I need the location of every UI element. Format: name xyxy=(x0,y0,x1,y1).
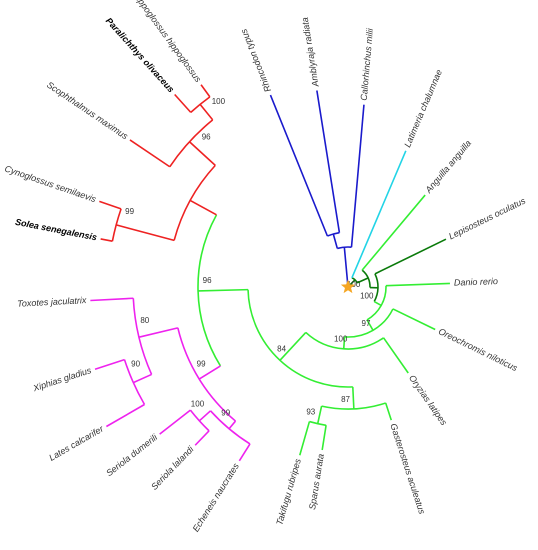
bootstrap-value: 100 xyxy=(212,97,226,106)
species-label: Anguilla anguilla xyxy=(423,138,473,195)
species-label: Latimeria chalumnae xyxy=(402,68,444,149)
branch xyxy=(366,319,374,331)
species-label: Scophthalmus maximus xyxy=(45,80,130,142)
branch xyxy=(374,238,447,275)
branch xyxy=(356,277,369,284)
species-label: Xiphias gladius xyxy=(31,365,93,394)
branch-arc xyxy=(169,119,214,168)
branch xyxy=(350,104,365,248)
branch xyxy=(105,403,145,428)
branch xyxy=(343,247,349,285)
bootstrap-value: 100 xyxy=(191,400,205,409)
species-label: Lates calcarifer xyxy=(47,423,106,463)
branch-arc xyxy=(351,277,358,284)
branch xyxy=(298,421,311,456)
branch xyxy=(385,282,450,287)
branch xyxy=(132,373,152,384)
bootstrap-value: 87 xyxy=(341,395,350,404)
root-star xyxy=(340,279,356,294)
branch-arc xyxy=(366,285,387,321)
branch-arc xyxy=(189,409,210,432)
species-label: Amblyraja radiata xyxy=(300,17,321,89)
bootstrap-value: 100 xyxy=(334,335,348,344)
branch-arc xyxy=(177,327,237,422)
branch xyxy=(321,425,327,451)
branch-arc xyxy=(361,269,371,288)
species-label: Cynoglossus semilaevis xyxy=(3,163,98,204)
bootstrap-value: 99 xyxy=(125,207,134,216)
branch xyxy=(316,405,323,424)
branch xyxy=(138,327,179,338)
branch xyxy=(373,300,382,307)
species-label: Danio rerio xyxy=(454,276,498,288)
branch xyxy=(279,331,307,361)
species-label: Rhincodon typus xyxy=(238,27,273,93)
branch xyxy=(99,200,122,210)
species-label: Gasterosteus aculeatus xyxy=(388,422,427,515)
branch xyxy=(194,430,210,446)
branch xyxy=(238,443,251,462)
bootstrap-value: 100 xyxy=(360,291,374,300)
species-label: Hippoglossus hippoglossus xyxy=(131,0,203,84)
branch xyxy=(269,94,329,237)
species-label: Toxotes jaculatrix xyxy=(17,295,87,309)
branch xyxy=(384,402,393,421)
branch xyxy=(159,409,191,435)
species-label: Echeneis naucrates xyxy=(191,461,242,534)
branch xyxy=(361,194,426,271)
branch-arc xyxy=(373,273,379,302)
branch-arc xyxy=(344,308,394,338)
branch xyxy=(198,365,221,380)
branch xyxy=(199,103,214,121)
species-label: Seriola dumerili xyxy=(104,432,160,479)
species-label: Lepisosteus oculatus xyxy=(447,195,527,241)
branch xyxy=(382,337,409,374)
branch xyxy=(349,279,356,286)
species-label: Oryzias latipes xyxy=(407,373,449,427)
species-label: Sparus aurata xyxy=(307,453,326,510)
branch xyxy=(332,233,339,249)
bootstrap-value: 100 xyxy=(347,280,361,289)
branch xyxy=(94,358,125,370)
bootstrap-value: 93 xyxy=(306,408,315,417)
bootstrap-value: 97 xyxy=(362,319,371,328)
branch xyxy=(115,224,175,242)
bootstrap-value: 99 xyxy=(197,359,206,368)
branch-arc xyxy=(209,410,251,445)
branch xyxy=(316,90,341,233)
branch-arc xyxy=(321,402,386,410)
branch xyxy=(189,199,217,216)
species-label: Takifugu rubripes xyxy=(274,457,303,526)
branch xyxy=(351,386,355,409)
branch-arc xyxy=(197,214,222,367)
branch xyxy=(100,238,113,242)
species-label: Solea senegalensis xyxy=(14,217,97,243)
species-label: Callorhinchus milii xyxy=(359,27,375,101)
branch xyxy=(392,308,436,331)
branch-arc xyxy=(132,298,153,375)
branch xyxy=(200,84,211,98)
branch xyxy=(351,150,407,279)
bootstrap-value: 96 xyxy=(203,276,212,285)
branch xyxy=(228,420,237,430)
branch xyxy=(198,410,212,422)
branch-arc xyxy=(247,289,353,388)
bootstrap-value: 80 xyxy=(140,316,149,325)
bootstrap-value: 96 xyxy=(202,133,211,142)
species-label: Seriola lalandi xyxy=(149,444,196,492)
species-label: Oreochromis niloticus xyxy=(437,326,520,373)
branch xyxy=(198,288,249,292)
branch xyxy=(90,297,134,302)
branch xyxy=(342,336,346,349)
branch-arc xyxy=(305,331,385,350)
branch-arc xyxy=(190,96,211,113)
branch xyxy=(174,93,192,113)
branch xyxy=(188,141,216,166)
bootstrap-value: 90 xyxy=(131,359,140,368)
bootstrap-value: 84 xyxy=(277,344,286,353)
bootstrap-value: 99 xyxy=(221,409,230,418)
branch-arc xyxy=(173,164,216,241)
branch xyxy=(129,139,171,168)
